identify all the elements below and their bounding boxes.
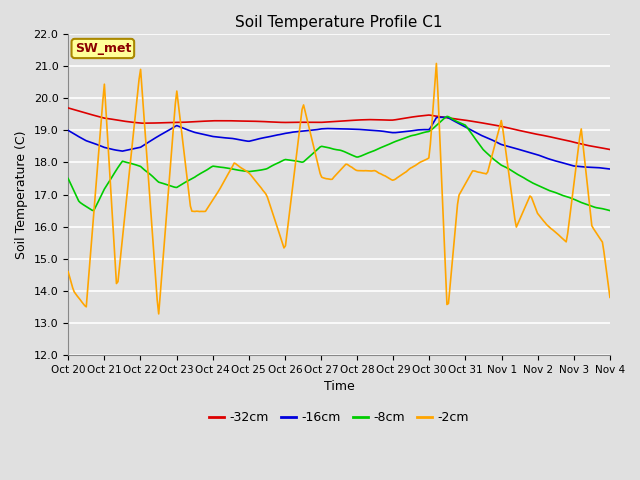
Y-axis label: Soil Temperature (C): Soil Temperature (C) (15, 131, 28, 259)
Legend: -32cm, -16cm, -8cm, -2cm: -32cm, -16cm, -8cm, -2cm (204, 407, 474, 430)
Text: SW_met: SW_met (75, 42, 131, 55)
X-axis label: Time: Time (324, 381, 355, 394)
Title: Soil Temperature Profile C1: Soil Temperature Profile C1 (236, 15, 443, 30)
